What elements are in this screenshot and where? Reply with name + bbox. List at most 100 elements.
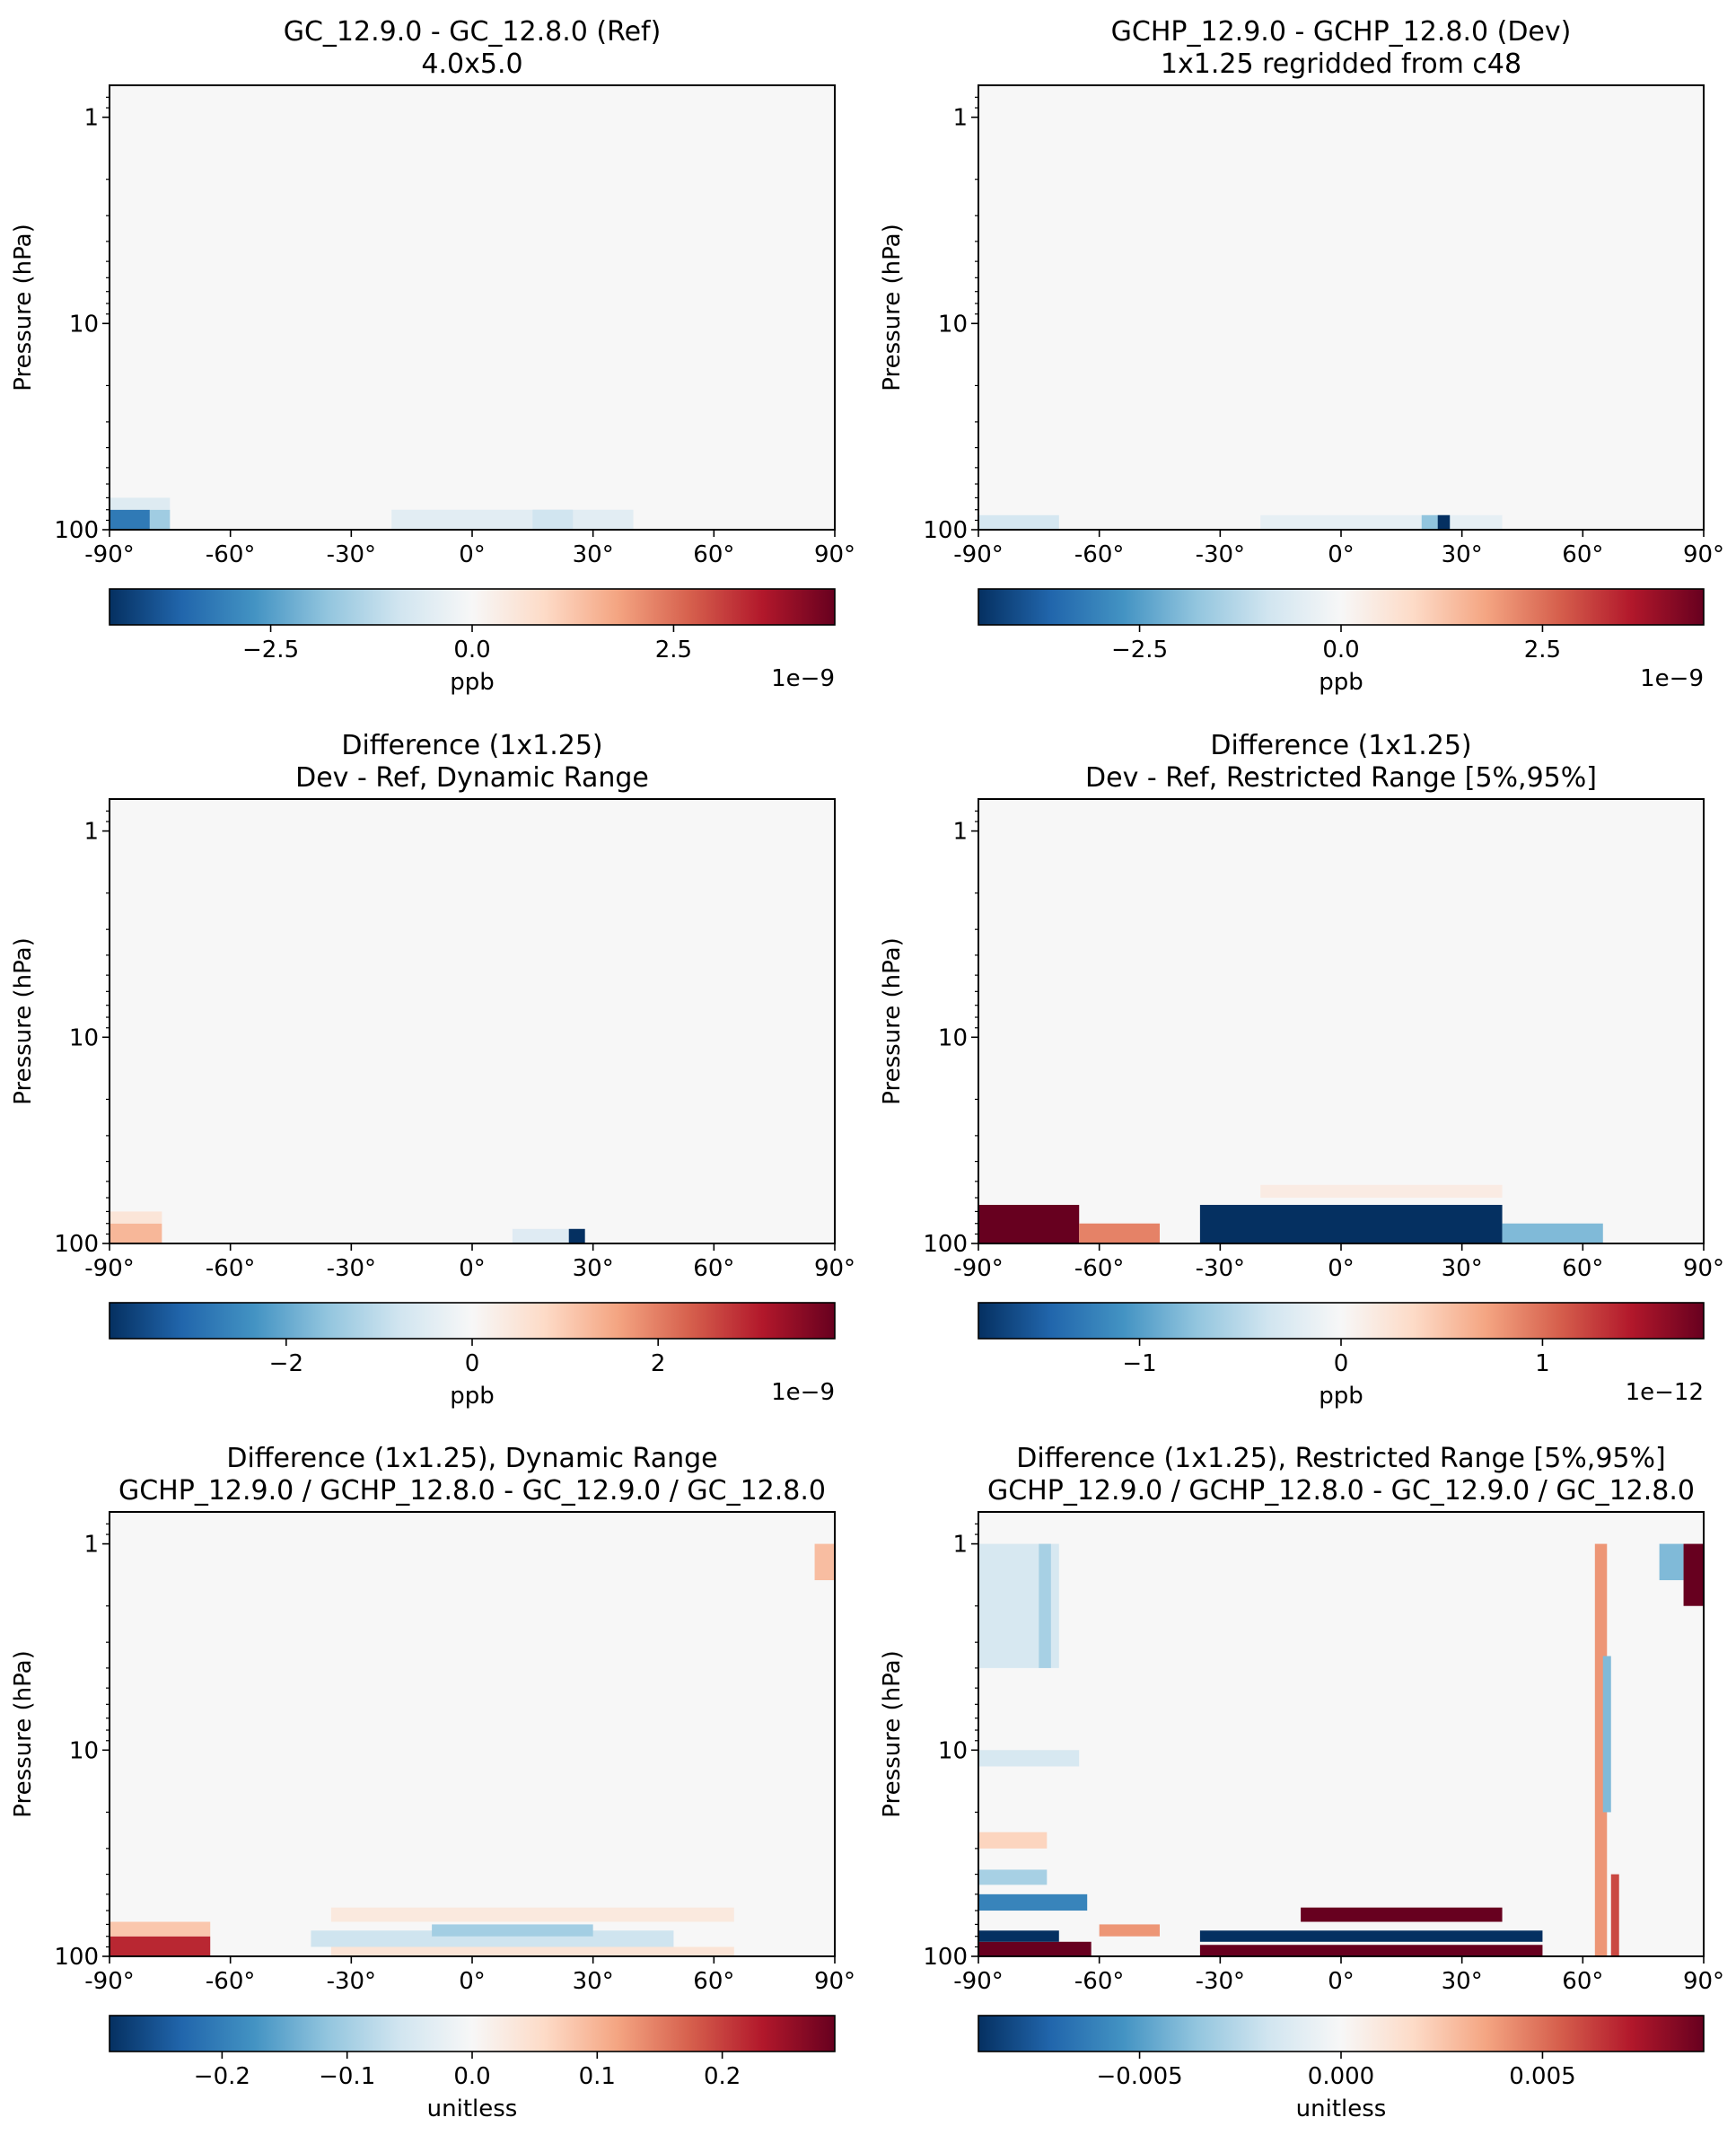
heatmap-cell xyxy=(568,1228,585,1243)
colorbar-label: unitless xyxy=(427,2095,518,2122)
colorbar-tick-label: −0.1 xyxy=(319,2063,375,2090)
plot-area xyxy=(110,1512,835,1956)
x-tick-label: 30° xyxy=(573,1255,614,1282)
x-tick-label: 90° xyxy=(814,1255,855,1282)
heatmap-cell xyxy=(532,509,574,530)
panel-1: GC_12.9.0 - GC_12.8.0 (Ref)4.0x5.0 -90° -6… xyxy=(10,16,855,696)
heatmap-cell xyxy=(1260,514,1503,530)
chart-title: GCHP_12.9.0 / GCHP_12.8.0 - GC_12.9.0 / … xyxy=(987,1475,1695,1507)
x-tick-label: -90° xyxy=(953,541,1003,568)
plot-area xyxy=(978,1512,1704,1956)
heatmap-cell xyxy=(1502,1223,1603,1243)
y-axis-label: Pressure (hPa) xyxy=(879,937,906,1105)
y-tick-label: 100 xyxy=(54,1231,99,1258)
y-tick-label: 10 xyxy=(69,1737,99,1764)
heatmap-cell xyxy=(978,1832,1048,1849)
heatmap-cells xyxy=(978,1543,1704,1956)
chart-title: GCHP_12.9.0 / GCHP_12.8.0 - GC_12.9.0 / … xyxy=(118,1475,826,1507)
x-tick-label: 0° xyxy=(459,541,486,568)
y-tick-label: 100 xyxy=(54,517,99,544)
heatmap-cell xyxy=(110,1921,211,1937)
x-tick-label: 30° xyxy=(1442,541,1483,568)
colorbar-label: ppb xyxy=(450,669,495,696)
heatmap-cell xyxy=(1594,1543,1608,1956)
x-tick-label: -30° xyxy=(1196,1255,1245,1282)
colorbar-label: ppb xyxy=(1319,1383,1363,1410)
x-tick-label: -30° xyxy=(327,541,376,568)
heatmap-cell xyxy=(978,1869,1048,1885)
x-tick-label: 30° xyxy=(1442,1968,1483,1995)
heatmap-cell xyxy=(978,1941,1092,1956)
heatmap-cells xyxy=(110,1543,835,1956)
y-tick-label: 100 xyxy=(54,1944,99,1971)
x-tick-label: -90° xyxy=(84,1255,134,1282)
heatmap-cell xyxy=(814,1543,835,1581)
y-tick-label: 10 xyxy=(69,311,99,338)
y-axis-label: Pressure (hPa) xyxy=(10,224,37,391)
x-tick-label: 0° xyxy=(459,1968,486,1995)
colorbar-tick-label: 0.000 xyxy=(1308,2063,1374,2090)
heatmap-cell xyxy=(1437,514,1451,530)
x-tick-label: -30° xyxy=(327,1968,376,1995)
colorbar xyxy=(978,588,1705,626)
x-tick-label: 60° xyxy=(1562,1968,1603,1995)
plot-area xyxy=(110,799,835,1243)
y-tick-label: 10 xyxy=(938,1024,968,1051)
x-tick-label: 30° xyxy=(573,1968,614,1995)
colorbar-tick-label: 1 xyxy=(1535,1350,1550,1377)
colorbar-offset-label: 1e−9 xyxy=(771,665,835,692)
x-tick-label: 90° xyxy=(1683,1968,1724,1995)
y-tick-label: 1 xyxy=(83,1532,99,1559)
y-axis-label: Pressure (hPa) xyxy=(10,937,37,1105)
x-tick-label: 60° xyxy=(693,541,734,568)
heatmap-cell xyxy=(149,509,171,530)
x-tick-label: 60° xyxy=(693,1968,734,1995)
colorbar-tick-label: 0.005 xyxy=(1509,2063,1575,2090)
colorbar xyxy=(109,1302,836,1340)
panel-5: Difference (1x1.25), Dynamic RangeGCHP_1… xyxy=(10,1443,855,2122)
x-tick-label: 0° xyxy=(1328,1255,1355,1282)
x-tick-label: 30° xyxy=(1442,1255,1483,1282)
colorbar-tick-label: 0 xyxy=(1334,1350,1349,1377)
heatmap-cells xyxy=(110,497,634,530)
x-tick-label: -60° xyxy=(1074,1968,1124,1995)
heatmap-cell xyxy=(1099,1924,1160,1937)
heatmap-cell xyxy=(1199,1945,1543,1956)
y-tick-label: 100 xyxy=(923,1944,968,1971)
colorbar-tick-label: 2.5 xyxy=(655,637,692,663)
panel-2: GCHP_12.9.0 - GCHP_12.8.0 (Dev)1x1.25 re… xyxy=(879,16,1724,696)
colorbar xyxy=(109,2015,836,2052)
heatmap-cell xyxy=(978,514,1059,530)
x-tick-label: -60° xyxy=(206,1255,255,1282)
heatmap-cell xyxy=(330,1907,734,1922)
x-tick-label: 90° xyxy=(1683,541,1724,568)
colorbar xyxy=(978,1302,1705,1340)
heatmap-cell xyxy=(1039,1543,1051,1668)
colorbar-tick-label: −0.005 xyxy=(1096,2063,1182,2090)
colorbar-tick-label: 0.2 xyxy=(704,2063,741,2090)
chart-title: Difference (1x1.25), Dynamic Range xyxy=(226,1443,717,1474)
heatmap-cell xyxy=(110,1936,211,1956)
panel-4: Difference (1x1.25)Dev - Ref, Restricted… xyxy=(879,730,1724,1410)
x-tick-label: -30° xyxy=(327,1255,376,1282)
heatmap-cell xyxy=(1683,1543,1704,1606)
colorbar-tick-label: 2.5 xyxy=(1524,637,1561,663)
colorbar-offset-label: 1e−12 xyxy=(1626,1379,1704,1406)
chart-title: Difference (1x1.25) xyxy=(1210,730,1471,761)
colorbar-offset-label: 1e−9 xyxy=(771,1379,835,1406)
colorbar-tick-label: 0.0 xyxy=(453,637,490,663)
chart-title: Dev - Ref, Restricted Range [5%,95%] xyxy=(1085,762,1597,794)
heatmap-cell xyxy=(330,1946,734,1956)
heatmap-cell xyxy=(110,509,150,530)
x-tick-label: -90° xyxy=(953,1255,1003,1282)
panel-6: Difference (1x1.25), Restricted Range [5… xyxy=(879,1443,1724,2122)
x-tick-label: 90° xyxy=(1683,1255,1724,1282)
colorbar-label: ppb xyxy=(450,1383,495,1410)
x-tick-label: 90° xyxy=(814,541,855,568)
x-tick-label: -90° xyxy=(953,1968,1003,1995)
x-tick-label: -30° xyxy=(1196,1968,1245,1995)
y-axis-label: Pressure (hPa) xyxy=(879,1650,906,1818)
heatmap-cells xyxy=(110,1211,585,1243)
colorbar-tick-label: −1 xyxy=(1122,1350,1156,1377)
chart-title: GCHP_12.9.0 - GCHP_12.8.0 (Dev) xyxy=(1111,16,1572,48)
